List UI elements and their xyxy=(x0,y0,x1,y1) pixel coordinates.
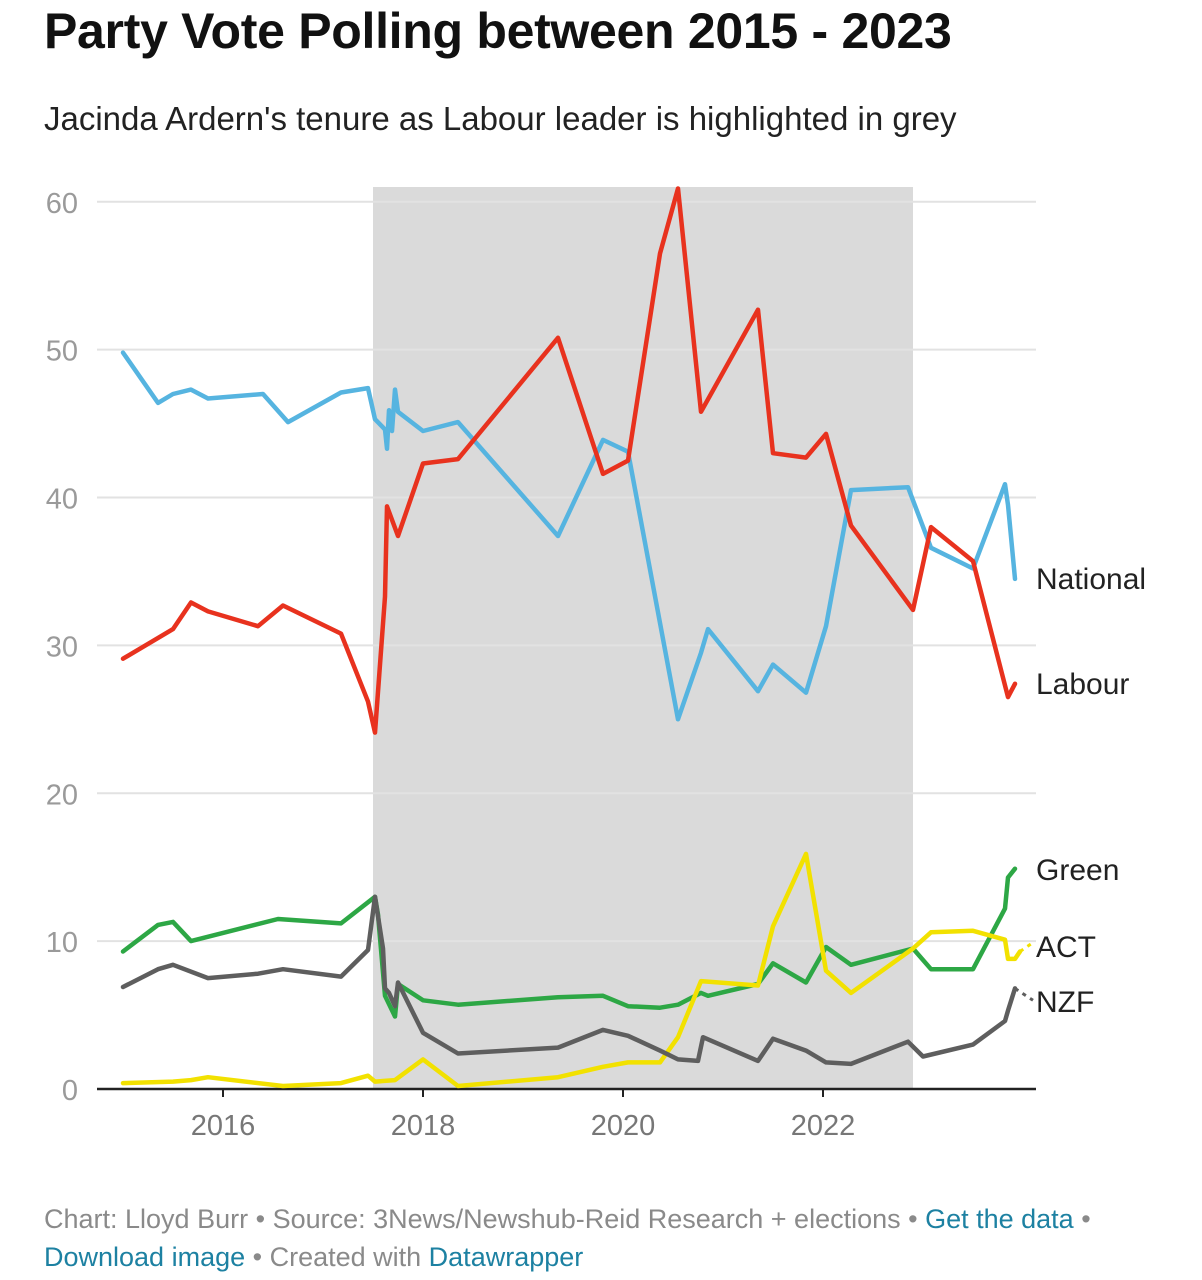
series-line-act xyxy=(120,851,1023,1089)
chart-credit: Chart: Lloyd Burr xyxy=(44,1204,249,1234)
chart-footer: Chart: Lloyd Burr • Source: 3News/Newshu… xyxy=(44,1200,1164,1276)
get-the-data-link[interactable]: Get the data xyxy=(925,1204,1074,1234)
y-axis-tick-labels: 0 10 20 30 40 50 60 xyxy=(46,188,78,1107)
series-lines xyxy=(120,186,1034,1089)
y-tick-label: 20 xyxy=(46,779,78,811)
footer-separator: • xyxy=(1073,1204,1091,1234)
series-label-nzf: NZF xyxy=(1036,986,1094,1019)
y-tick-label: 60 xyxy=(46,188,78,220)
series-label-labour: Labour xyxy=(1036,668,1129,701)
datawrapper-link[interactable]: Datawrapper xyxy=(428,1242,584,1272)
chart-title: Party Vote Polling between 2015 - 2023 xyxy=(44,3,952,59)
x-tick-label: 2022 xyxy=(791,1110,856,1142)
series-line-labour xyxy=(120,186,1018,735)
x-tick-label: 2018 xyxy=(391,1110,456,1142)
gridlines xyxy=(97,200,1036,943)
y-tick-label: 30 xyxy=(46,631,78,663)
series-line-nzf xyxy=(120,894,1018,1067)
y-tick-label: 10 xyxy=(46,927,78,959)
x-tick-label: 2020 xyxy=(591,1110,656,1142)
x-tick-label: 2016 xyxy=(191,1110,256,1142)
line-chart: 0 10 20 30 40 50 60 2016 2018 2020 2022 National L… xyxy=(46,186,1146,1142)
download-image-link[interactable]: Download image xyxy=(44,1242,246,1272)
series-label-green: Green xyxy=(1036,854,1119,887)
created-with-text: Created with xyxy=(269,1242,429,1272)
chart-subtitle: Jacinda Ardern's tenure as Labour leader… xyxy=(44,100,957,137)
series-connector-act xyxy=(1019,941,1034,953)
y-tick-label: 40 xyxy=(46,484,78,516)
chart-source: Source: 3News/Newshub-Reid Research + el… xyxy=(272,1204,901,1234)
footer-separator: • xyxy=(245,1242,270,1272)
series-labels: National Labour Green ACT NZF xyxy=(1036,563,1146,1019)
series-connector-nzf xyxy=(1014,987,1034,1002)
footer-separator: • xyxy=(248,1204,273,1234)
x-axis: 2016 2018 2020 2022 xyxy=(97,1087,1036,1142)
y-tick-label: 50 xyxy=(46,336,78,368)
footer-separator: • xyxy=(900,1204,926,1234)
series-label-national: National xyxy=(1036,563,1146,596)
series-line-national xyxy=(120,350,1018,722)
y-tick-label: 0 xyxy=(62,1075,78,1107)
series-label-act: ACT xyxy=(1036,931,1096,964)
